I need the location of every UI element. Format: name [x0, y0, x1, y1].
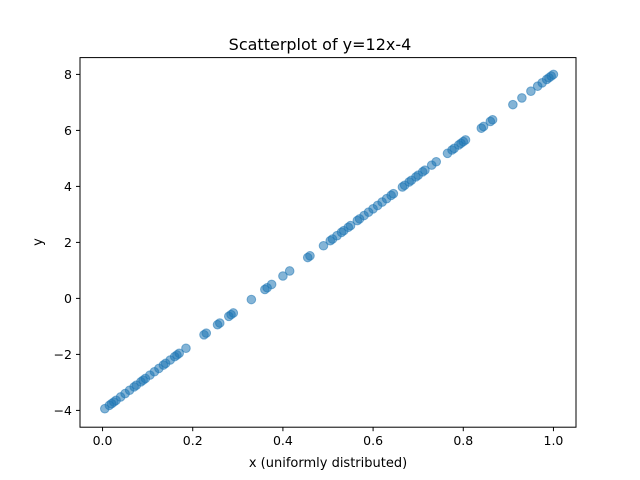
x-tick-label: 0.8 — [453, 433, 473, 448]
y-tick-label: 6 — [64, 123, 72, 138]
data-point — [181, 343, 191, 354]
data-point — [548, 69, 559, 80]
data-point — [526, 86, 536, 96]
x-tick-label: 0.4 — [273, 433, 293, 448]
y-tick-label: −2 — [54, 347, 72, 362]
data-point — [214, 318, 225, 328]
data-point — [174, 348, 184, 359]
data-point — [487, 114, 498, 125]
y-tick-label: 0 — [64, 291, 72, 306]
data-point — [388, 188, 399, 199]
data-point — [246, 294, 257, 305]
x-tick-label: 0.6 — [363, 433, 383, 448]
data-point — [431, 156, 442, 167]
points-layer — [100, 69, 559, 414]
data-point — [266, 279, 277, 290]
data-point — [284, 266, 295, 276]
y-tick-label: 2 — [64, 235, 72, 250]
data-point — [228, 308, 239, 318]
chart-title: Scatterplot of y=12x-4 — [229, 35, 412, 54]
y-tick-label: 4 — [64, 179, 72, 194]
data-point — [517, 93, 527, 103]
data-point — [478, 121, 489, 132]
y-tick-label: −4 — [54, 403, 72, 418]
data-point — [201, 328, 212, 338]
x-axis-ticks: 0.0 0.2 0.4 0.6 0.8 1.0 — [93, 427, 564, 448]
data-point — [460, 135, 471, 145]
data-point — [318, 240, 329, 251]
y-tick-label: 8 — [64, 67, 72, 82]
x-tick-label: 0.2 — [183, 433, 203, 448]
x-axis-label: x (uniformly distributed) — [249, 456, 407, 471]
y-axis-ticks: −4 −2 0 2 4 6 8 — [54, 67, 80, 418]
data-point — [345, 220, 356, 231]
data-point — [278, 271, 288, 281]
x-tick-label: 0.0 — [93, 433, 113, 448]
y-axis-label: y — [31, 238, 46, 246]
data-point — [420, 165, 430, 175]
data-point — [305, 251, 315, 261]
x-tick-label: 1.0 — [544, 433, 564, 448]
data-point — [508, 99, 518, 110]
